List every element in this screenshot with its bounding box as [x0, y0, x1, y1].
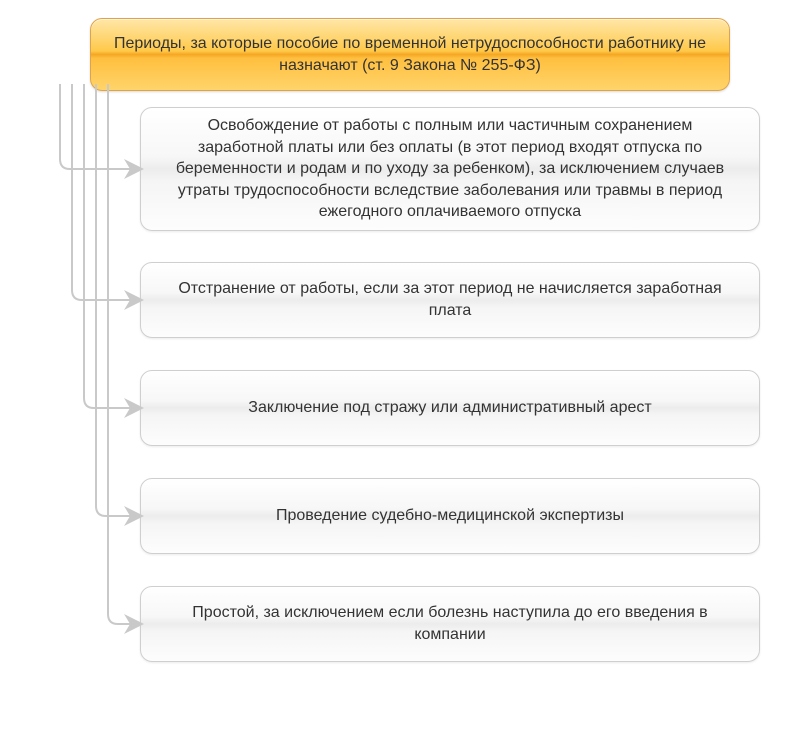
list-item: Заключение под стражу или административн… — [140, 370, 760, 446]
item-text: Освобождение от работы с полным или част… — [163, 115, 737, 223]
connector-arrow — [108, 84, 140, 624]
item-text: Проведение судебно-медицинской экспертиз… — [276, 505, 624, 527]
list-item: Отстранение от работы, если за этот пери… — [140, 262, 760, 338]
item-text: Простой, за исключением если болезнь нас… — [163, 602, 737, 645]
connector-arrow — [72, 84, 140, 300]
connector-arrow — [96, 84, 140, 516]
header-box: Периоды, за которые пособие по временной… — [90, 18, 730, 91]
list-item: Проведение судебно-медицинской экспертиз… — [140, 478, 760, 554]
list-item: Простой, за исключением если болезнь нас… — [140, 586, 760, 662]
item-text: Заключение под стражу или административн… — [248, 397, 651, 419]
header-text: Периоды, за которые пособие по временной… — [114, 35, 706, 74]
list-item: Освобождение от работы с полным или част… — [140, 107, 760, 231]
connector-arrow — [60, 84, 140, 169]
connector-arrow — [84, 84, 140, 408]
item-text: Отстранение от работы, если за этот пери… — [163, 278, 737, 321]
diagram-container: Периоды, за которые пособие по временной… — [0, 0, 800, 732]
